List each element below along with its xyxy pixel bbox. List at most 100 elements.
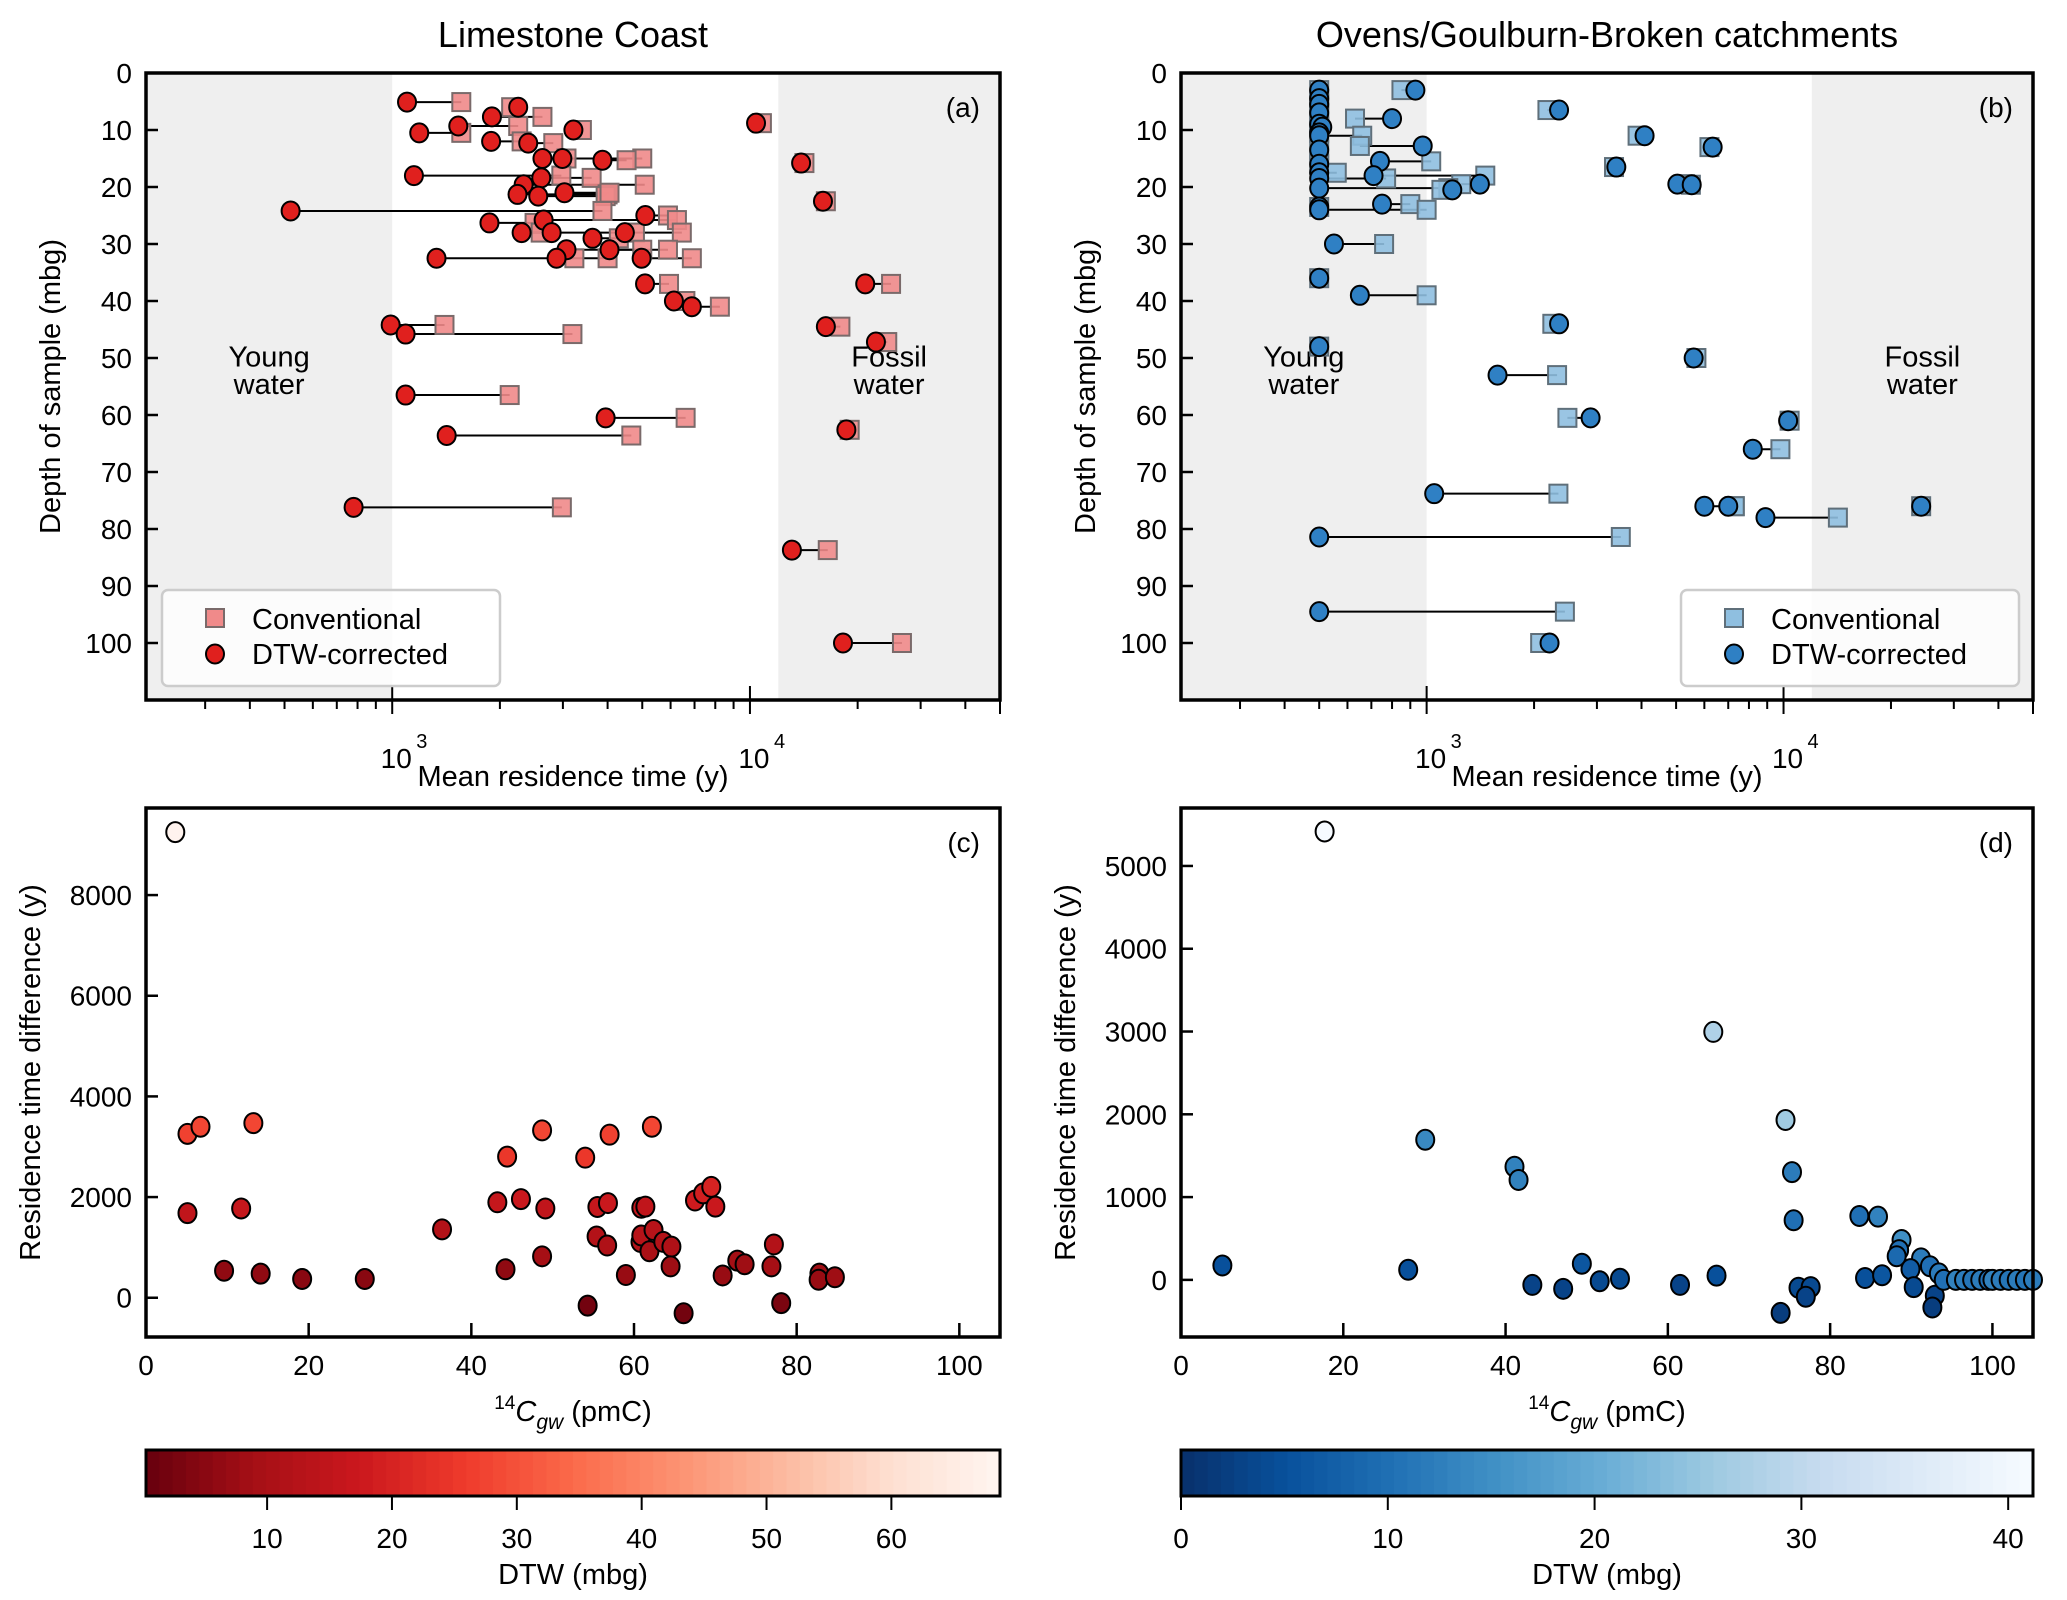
y-tick-label: 10: [1136, 115, 1167, 146]
dtw-marker: [531, 167, 552, 189]
dtw-marker: [815, 316, 836, 338]
y-axis-label: Residence time difference (y): [1050, 884, 1082, 1261]
data-point: [673, 1302, 694, 1325]
colorbar-tick-label: 30: [501, 1523, 532, 1554]
region-label: Young: [229, 342, 310, 374]
dtw-marker: [1549, 99, 1570, 121]
colorbar-tick-label: 40: [1993, 1523, 2024, 1554]
colorbar-segment: [1460, 1450, 1475, 1496]
data-point: [250, 1262, 271, 1285]
colorbar-tick-label: 10: [252, 1523, 283, 1554]
colorbar-segment: [706, 1450, 721, 1496]
colorbar-frame: [1179, 1448, 2035, 1498]
colorbar-segment: [359, 1450, 374, 1496]
dtw-marker: [546, 247, 567, 269]
data-point: [1508, 1168, 1529, 1191]
colorbar-tick-label: 50: [751, 1523, 782, 1554]
y-tick-label: 4000: [70, 1081, 132, 1112]
data-point: [1670, 1273, 1691, 1296]
colorbar-segment: [172, 1450, 187, 1496]
colorbar-segment: [372, 1450, 387, 1496]
conventional-marker: [671, 222, 692, 243]
colorbar-segment: [1966, 1450, 1981, 1496]
data-point: [1770, 1301, 1791, 1324]
y-tick-label: 0: [116, 1283, 132, 1314]
data-point: [1775, 1109, 1796, 1132]
data-point: [1886, 1245, 1907, 1268]
y-tick-label: 4000: [1105, 934, 1167, 965]
data-point: [532, 1245, 553, 1268]
y-axis-label: Depth of sample (mbg): [35, 239, 67, 534]
conventional-marker: [551, 497, 572, 518]
colorbar-segment: [1354, 1450, 1369, 1496]
conventional-marker: [1349, 135, 1370, 156]
conventional-marker: [1421, 151, 1442, 172]
dtw-marker: [1549, 313, 1570, 335]
colorbar-segment: [492, 1450, 508, 1496]
dtw-marker: [1702, 136, 1723, 158]
data-point: [1855, 1267, 1876, 1290]
colorbar-segment: [719, 1450, 734, 1496]
dtw-marker: [1487, 364, 1508, 386]
dtw-marker: [552, 148, 573, 169]
colorbar-segment: [212, 1450, 227, 1496]
dtw-marker: [511, 222, 532, 244]
colorbar-segment: [733, 1450, 748, 1496]
panel-a: YoungwaterFossilwater0102030405060708090…: [35, 58, 1002, 793]
colorbar-segment: [1726, 1450, 1741, 1496]
data-point: [597, 1234, 618, 1257]
conventional-marker: [659, 273, 680, 294]
colorbar-segment: [1753, 1450, 1768, 1496]
panel-b: YoungwaterFossilwater0102030405060708090…: [1070, 58, 2035, 793]
colorbar-tick-label: 30: [1786, 1523, 1817, 1554]
data-point: [577, 1294, 598, 1317]
data-point: [354, 1268, 375, 1291]
dtw-marker: [663, 290, 684, 312]
data-point: [1314, 820, 1335, 843]
colorbar-segment: [519, 1450, 534, 1496]
dtw-marker: [791, 152, 812, 174]
y-tick-label: 30: [1136, 229, 1167, 260]
legend-dtw-marker: [205, 643, 225, 665]
data-point: [532, 1119, 553, 1142]
conventional-marker: [1548, 483, 1569, 504]
dtw-marker: [481, 106, 502, 128]
colorbar-segment: [653, 1450, 668, 1496]
region-label: water: [1267, 369, 1339, 401]
data-point: [214, 1259, 235, 1282]
colorbar-tick-label: 0: [1173, 1523, 1189, 1554]
dtw-marker: [1606, 156, 1627, 178]
dtw-marker: [436, 425, 457, 447]
y-axis-label: Residence time difference (y): [15, 884, 47, 1261]
colorbar-d: 0 10 20 30 40 DTW (mbg): [1173, 1448, 2035, 1591]
colorbar-segment: [1633, 1450, 1648, 1496]
dtw-marker: [507, 183, 528, 205]
colorbar-frame: [144, 1448, 1002, 1498]
colorbar-segment: [1686, 1450, 1701, 1496]
conventional-marker: [451, 92, 472, 113]
data-point: [712, 1264, 733, 1287]
colorbar-segment: [252, 1450, 267, 1496]
colorbar-segment: [399, 1450, 414, 1496]
colorbar-segment: [506, 1450, 521, 1496]
data-point: [705, 1195, 726, 1218]
data-point: [1212, 1254, 1233, 1277]
colorbar-segment: [1607, 1450, 1622, 1496]
colorbar-segment: [786, 1450, 801, 1496]
colorbar-segment: [906, 1450, 921, 1496]
dtw-marker: [781, 539, 802, 561]
data-point: [641, 1115, 662, 1138]
conventional-marker: [1827, 507, 1848, 528]
dtw-marker: [508, 96, 529, 118]
data-point: [808, 1268, 829, 1291]
conventional-marker: [1400, 194, 1421, 215]
colorbar-segment: [1194, 1450, 1209, 1496]
colorbar-segment: [586, 1450, 601, 1496]
colorbar-segment: [546, 1450, 561, 1496]
dtw-marker: [343, 496, 364, 518]
y-tick-label: 40: [1136, 286, 1167, 317]
legend-box: [160, 588, 502, 688]
y-tick-label: 0: [1151, 1265, 1167, 1296]
data-point: [635, 1195, 656, 1218]
conventional-marker: [1326, 162, 1347, 183]
